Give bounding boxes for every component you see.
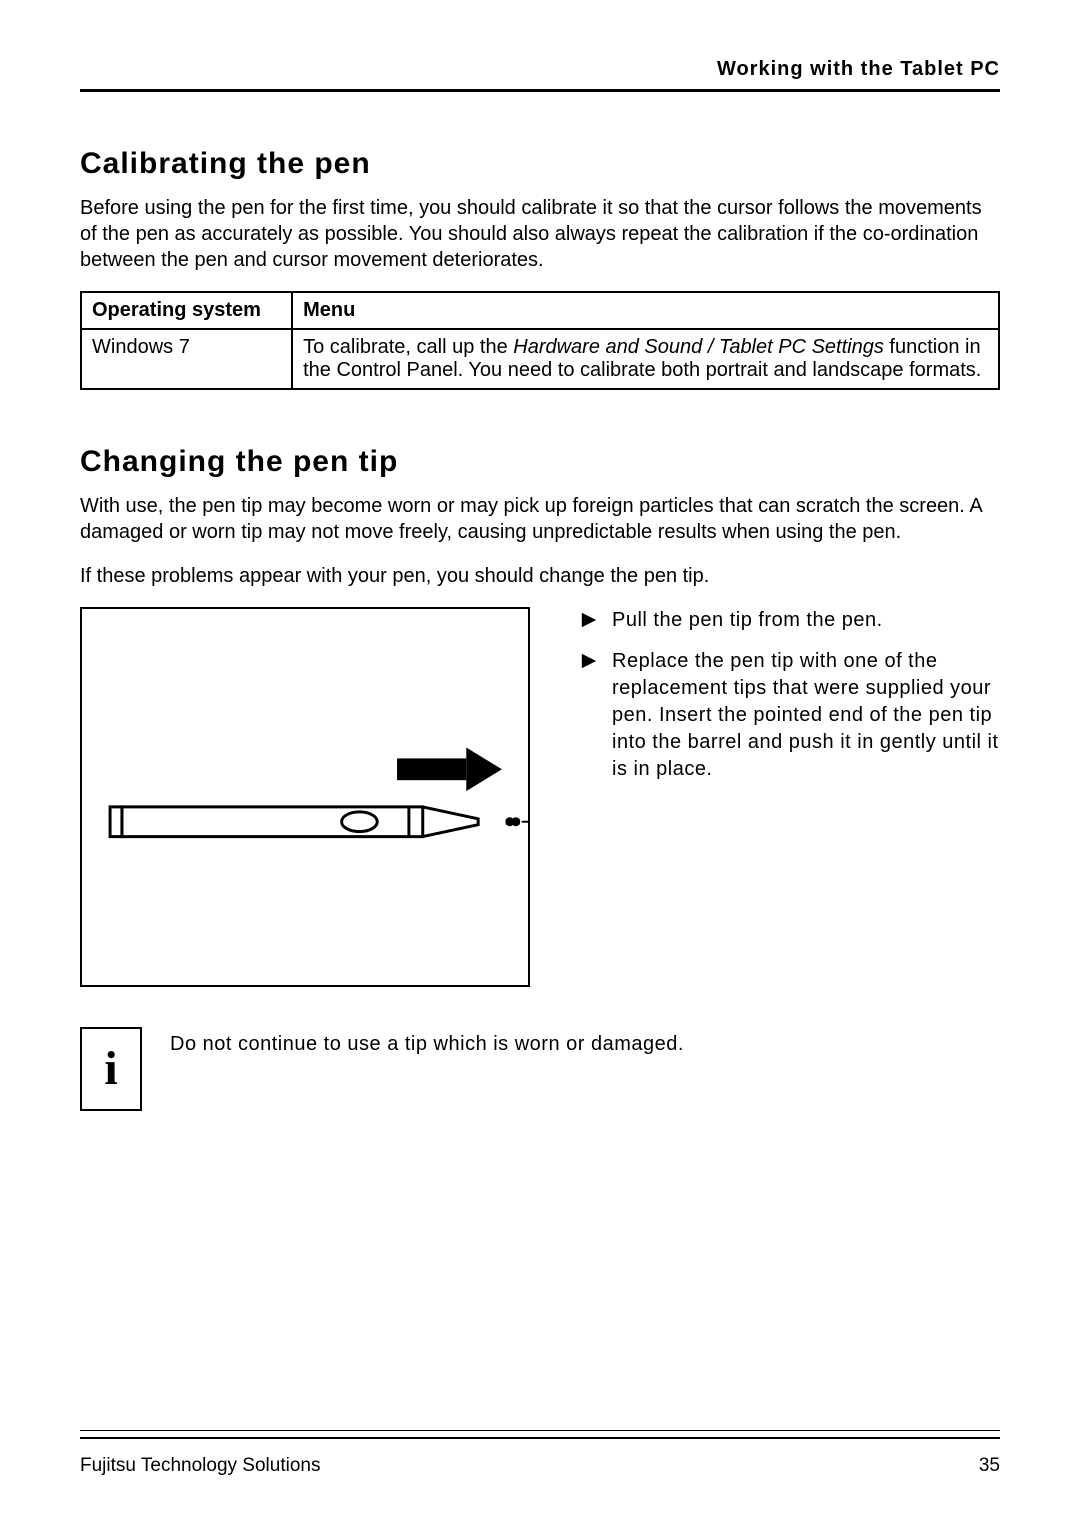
para-changing-2: If these problems appear with your pen, … (80, 563, 1000, 589)
os-table: Operating system Menu Windows 7 To calib… (80, 291, 1000, 390)
instruction-item: Replace the pen tip with one of the repl… (580, 648, 1000, 783)
figure-and-instructions: Pull the pen tip from the pen. Replace t… (80, 607, 1000, 987)
footer: Fujitsu Technology Solutions 35 (80, 1422, 1000, 1477)
instruction-item: Pull the pen tip from the pen. (580, 607, 1000, 634)
triangle-bullet-icon (580, 611, 598, 629)
footer-rule-top (80, 1430, 1000, 1431)
header-rule (80, 89, 1000, 92)
info-note: i Do not continue to use a tip which is … (80, 1027, 1000, 1111)
para-changing-1: With use, the pen tip may become worn or… (80, 493, 1000, 545)
para-calibrating: Before using the pen for the first time,… (80, 195, 1000, 273)
info-note-text: Do not continue to use a tip which is wo… (170, 1027, 684, 1058)
running-header: Working with the Tablet PC (80, 58, 1000, 89)
instruction-text-2: Replace the pen tip with one of the repl… (612, 648, 1000, 783)
menu-pre: To calibrate, call up the (303, 336, 513, 358)
os-table-header-menu: Menu (292, 292, 999, 329)
page: Working with the Tablet PC Calibrating t… (0, 0, 1080, 1529)
os-table-header-os: Operating system (81, 292, 292, 329)
footer-left: Fujitsu Technology Solutions (80, 1455, 320, 1477)
os-cell: Windows 7 (81, 329, 292, 389)
footer-page-number: 35 (979, 1455, 1000, 1477)
pen-diagram-svg (82, 609, 528, 985)
instruction-list: Pull the pen tip from the pen. Replace t… (580, 607, 1000, 797)
pen-figure (80, 607, 530, 987)
heading-calibrating: Calibrating the pen (80, 147, 1000, 181)
triangle-bullet-icon (580, 652, 598, 670)
menu-cell: To calibrate, call up the Hardware and S… (292, 329, 999, 389)
table-row: Windows 7 To calibrate, call up the Hard… (81, 329, 999, 389)
info-icon-box: i (80, 1027, 142, 1111)
heading-changing-tip: Changing the pen tip (80, 445, 1000, 479)
info-icon: i (104, 1045, 117, 1093)
menu-italic: Hardware and Sound / Tablet PC Settings (513, 336, 884, 358)
footer-rule-bottom (80, 1437, 1000, 1439)
instruction-text-1: Pull the pen tip from the pen. (612, 607, 883, 634)
